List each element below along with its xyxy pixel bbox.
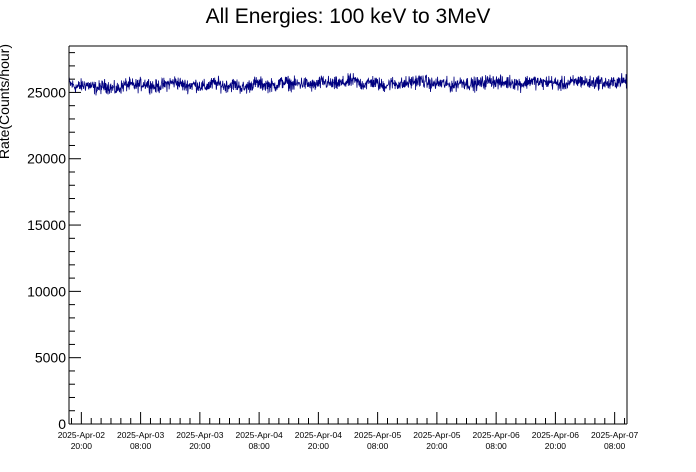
x-tick-label-date: 2025-Apr-03 xyxy=(176,430,224,440)
x-tick-label-time: 08:00 xyxy=(248,441,270,451)
x-tick-label-time: 20:00 xyxy=(189,441,211,451)
x-tick-label-time: 08:00 xyxy=(130,441,152,451)
series-line-0 xyxy=(68,72,628,96)
x-tick-label-time: 20:00 xyxy=(545,441,567,451)
plot-area: 05000100001500020000250002025-Apr-0220:0… xyxy=(27,45,639,451)
x-tick-label-time: 08:00 xyxy=(367,441,389,451)
y-tick-label: 10000 xyxy=(27,283,66,299)
x-tick-label-date: 2025-Apr-06 xyxy=(532,430,580,440)
y-tick-label: 20000 xyxy=(27,151,66,167)
y-tick-label: 5000 xyxy=(35,350,66,366)
x-tick-label-time: 08:00 xyxy=(604,441,626,451)
x-tick-label-time: 08:00 xyxy=(486,441,508,451)
x-tick-label-date: 2025-Apr-06 xyxy=(473,430,521,440)
y-tick-label: 25000 xyxy=(27,84,66,100)
x-tick-label-time: 20:00 xyxy=(308,441,330,451)
x-tick-label-date: 2025-Apr-05 xyxy=(413,430,461,440)
x-tick-label-time: 20:00 xyxy=(71,441,93,451)
y-tick-label: 15000 xyxy=(27,217,66,233)
y-tick-label: 0 xyxy=(58,416,66,432)
x-tick-label-date: 2025-Apr-05 xyxy=(354,430,402,440)
x-tick-label-date: 2025-Apr-02 xyxy=(58,430,106,440)
x-tick-label-date: 2025-Apr-04 xyxy=(295,430,343,440)
x-tick-label-time: 20:00 xyxy=(426,441,448,451)
x-tick-label-date: 2025-Apr-03 xyxy=(117,430,165,440)
x-tick-label-date: 2025-Apr-07 xyxy=(591,430,639,440)
x-tick-label-date: 2025-Apr-04 xyxy=(235,430,283,440)
chart-title: All Energies: 100 keV to 3MeV xyxy=(206,5,491,28)
y-axis-label: Rate(Counts/hour) xyxy=(0,44,12,159)
